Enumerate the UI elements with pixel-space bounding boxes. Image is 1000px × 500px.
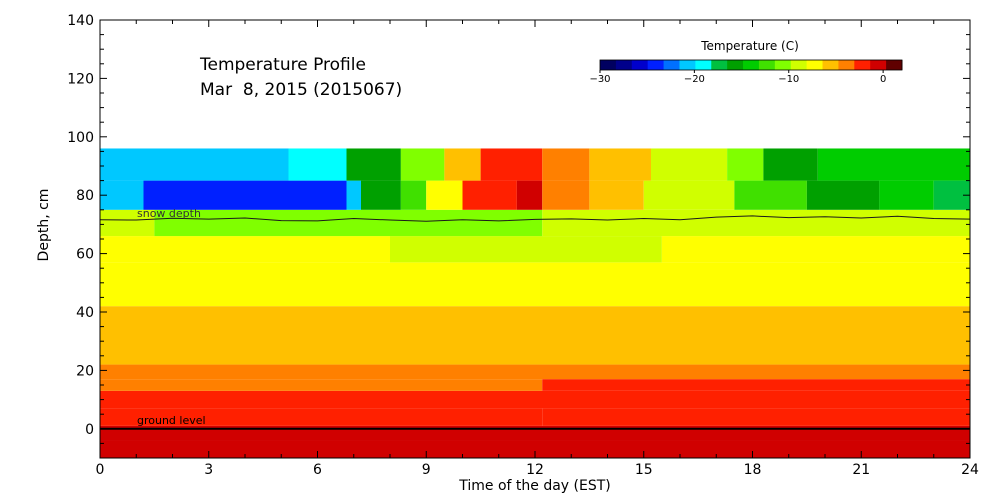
heatmap-cell [100, 209, 155, 237]
colorbar-swatch [790, 60, 808, 70]
heatmap-cell [480, 148, 543, 181]
colorbar: −30 −20 −10 0 [589, 59, 903, 85]
heatmap-cell [589, 180, 644, 210]
heatmap-cell [879, 180, 934, 210]
colorbar-swatch [838, 60, 855, 70]
heatmap-cell [400, 148, 445, 181]
x-tick-label: 9 [422, 462, 431, 478]
heatmap-cell [400, 180, 427, 210]
heatmap-cell [346, 148, 401, 181]
heatmap-cell [643, 180, 735, 210]
colorbar-swatch [663, 60, 680, 70]
heatmap-cell [390, 236, 662, 263]
snow-depth-label: snow depth [137, 207, 201, 220]
heatmap-cell [288, 148, 347, 181]
x-tick-label: 3 [204, 462, 213, 478]
y-tick-label: 100 [67, 130, 94, 146]
colorbar-tick-label: −30 [589, 74, 610, 85]
heatmap-cell [542, 180, 590, 210]
colorbar-swatch [695, 60, 712, 70]
heatmap-cell [100, 390, 970, 409]
y-tick-label: 60 [76, 247, 94, 263]
heatmap-cell [100, 306, 970, 365]
ground-level-label: ground level [137, 414, 206, 427]
colorbar-swatch [806, 60, 824, 70]
chart-title: Temperature Profile [199, 55, 366, 75]
heatmap-cell [542, 209, 970, 237]
axis-ticks: 0 3 6 9 12 15 18 21 24 0 20 40 60 80 100 120 140 [67, 13, 979, 478]
y-tick-label: 20 [76, 363, 94, 379]
colorbar-swatch [774, 60, 792, 70]
colorbar-swatch [727, 60, 744, 70]
x-tick-label: 12 [526, 462, 544, 478]
heatmap-cell [426, 180, 463, 210]
heatmap-cell [542, 408, 970, 426]
x-tick-label: 21 [852, 462, 870, 478]
x-axis-label: Time of the day (EST) [458, 478, 611, 494]
heatmap-cell [100, 364, 970, 380]
heatmap-cell [542, 148, 590, 181]
heatmap-cells [100, 148, 970, 458]
colorbar-tick-label: −20 [684, 74, 705, 85]
heatmap-cell [817, 148, 970, 181]
x-tick-label: 18 [744, 462, 762, 478]
heatmap-cell [154, 209, 543, 237]
snow-depth-series [99, 215, 971, 222]
chart-subtitle: Mar 8, 2015 (2015067) [200, 80, 402, 100]
heatmap-cell [727, 148, 764, 181]
colorbar-swatch [647, 60, 665, 70]
heatmap-cell [462, 180, 517, 210]
colorbar-tick-label: 0 [880, 74, 886, 85]
y-tick-label: 120 [67, 71, 94, 87]
colorbar-frame [599, 59, 903, 71]
colorbar-swatch [886, 60, 903, 70]
heatmap-cell [806, 180, 880, 210]
heatmap-cell [100, 236, 390, 263]
heatmap-cell [651, 148, 728, 181]
heatmap-cell [542, 379, 970, 391]
colorbar-swatch [711, 60, 728, 70]
colorbar-swatch [600, 60, 617, 70]
heatmap-cell [589, 148, 651, 181]
colorbar-swatch [631, 60, 649, 70]
heatmap-cell [763, 148, 818, 181]
colorbar-swatch [870, 60, 887, 70]
heatmap-cell [100, 408, 543, 426]
y-tick-label: 140 [67, 13, 94, 29]
x-tick-label: 0 [96, 462, 105, 478]
colorbar-swatch [854, 60, 871, 70]
heatmap-cell [346, 180, 361, 210]
y-tick-label: 40 [76, 305, 94, 321]
heatmap-cell [734, 180, 807, 210]
heatmap-cell [661, 236, 970, 263]
heatmap-cell [100, 148, 289, 181]
colorbar-swatch [679, 60, 696, 70]
heatmap-cell [143, 180, 347, 210]
y-tick-label: 0 [85, 422, 94, 438]
x-tick-label: 24 [961, 462, 979, 478]
heatmap-cell [444, 148, 481, 181]
heatmap-cell [100, 180, 144, 210]
x-tick-label: 6 [313, 462, 322, 478]
colorbar-swatch [615, 60, 633, 70]
colorbar-swatch [758, 60, 776, 70]
colorbar-swatch [822, 60, 839, 70]
heatmap-cell [361, 180, 401, 210]
x-tick-label: 15 [635, 462, 653, 478]
colorbar-label: Temperature (C) [700, 39, 799, 53]
heatmap-cell [100, 379, 543, 391]
heatmap-cell [516, 180, 543, 210]
y-tick-label: 80 [76, 188, 94, 204]
heatmap-cell [100, 262, 970, 307]
snow-depth-line [99, 215, 971, 222]
colorbar-swatch [743, 60, 760, 70]
y-axis-label: Depth, cm [36, 189, 52, 262]
colorbar-tick-label: −10 [778, 74, 799, 85]
